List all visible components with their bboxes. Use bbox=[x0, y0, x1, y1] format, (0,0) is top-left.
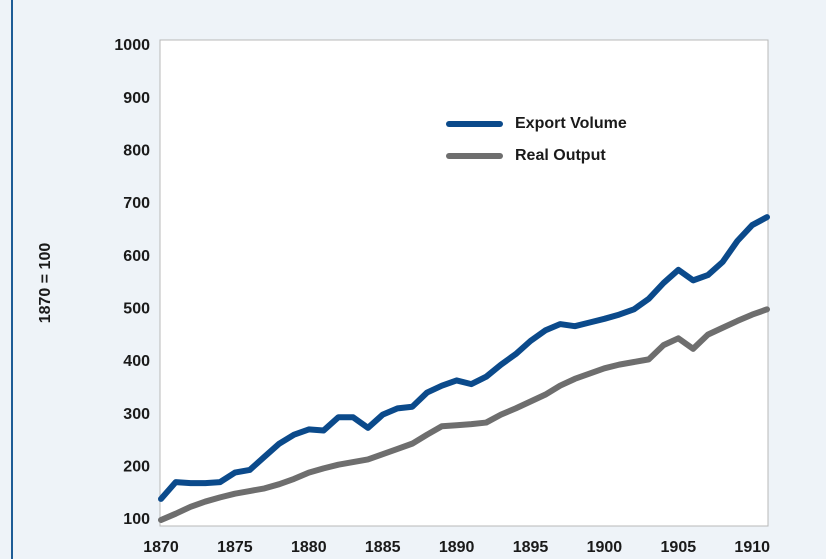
x-tick-label: 1875 bbox=[217, 539, 253, 556]
y-tick-label: 800 bbox=[123, 143, 150, 160]
y-axis-label: 1870 = 100 bbox=[37, 243, 54, 324]
x-tick-label: 1890 bbox=[439, 539, 475, 556]
x-tick-label: 1900 bbox=[587, 539, 623, 556]
y-tick-label: 300 bbox=[123, 406, 150, 423]
x-tick-label: 1870 bbox=[143, 539, 179, 556]
y-tick-label: 900 bbox=[123, 90, 150, 107]
y-tick-label: 700 bbox=[123, 195, 150, 212]
legend-label: Export Volume bbox=[515, 115, 627, 132]
y-tick-label: 500 bbox=[123, 301, 150, 318]
y-tick-label: 200 bbox=[123, 459, 150, 476]
y-tick-label: 1000 bbox=[114, 37, 150, 54]
series-line bbox=[158, 306, 770, 523]
x-tick-label: 1885 bbox=[365, 539, 401, 556]
y-tick-label: 400 bbox=[123, 353, 150, 370]
x-tick-label: 1880 bbox=[291, 539, 327, 556]
x-tick-label: 1895 bbox=[513, 539, 549, 556]
legend-label: Real Output bbox=[515, 147, 606, 164]
series-line bbox=[158, 214, 770, 502]
y-tick-label: 600 bbox=[123, 248, 150, 265]
plot-area bbox=[159, 39, 769, 527]
x-tick-label: 1905 bbox=[661, 539, 697, 556]
y-tick-label: 100 bbox=[123, 511, 150, 528]
x-tick-label: 1910 bbox=[734, 539, 770, 556]
